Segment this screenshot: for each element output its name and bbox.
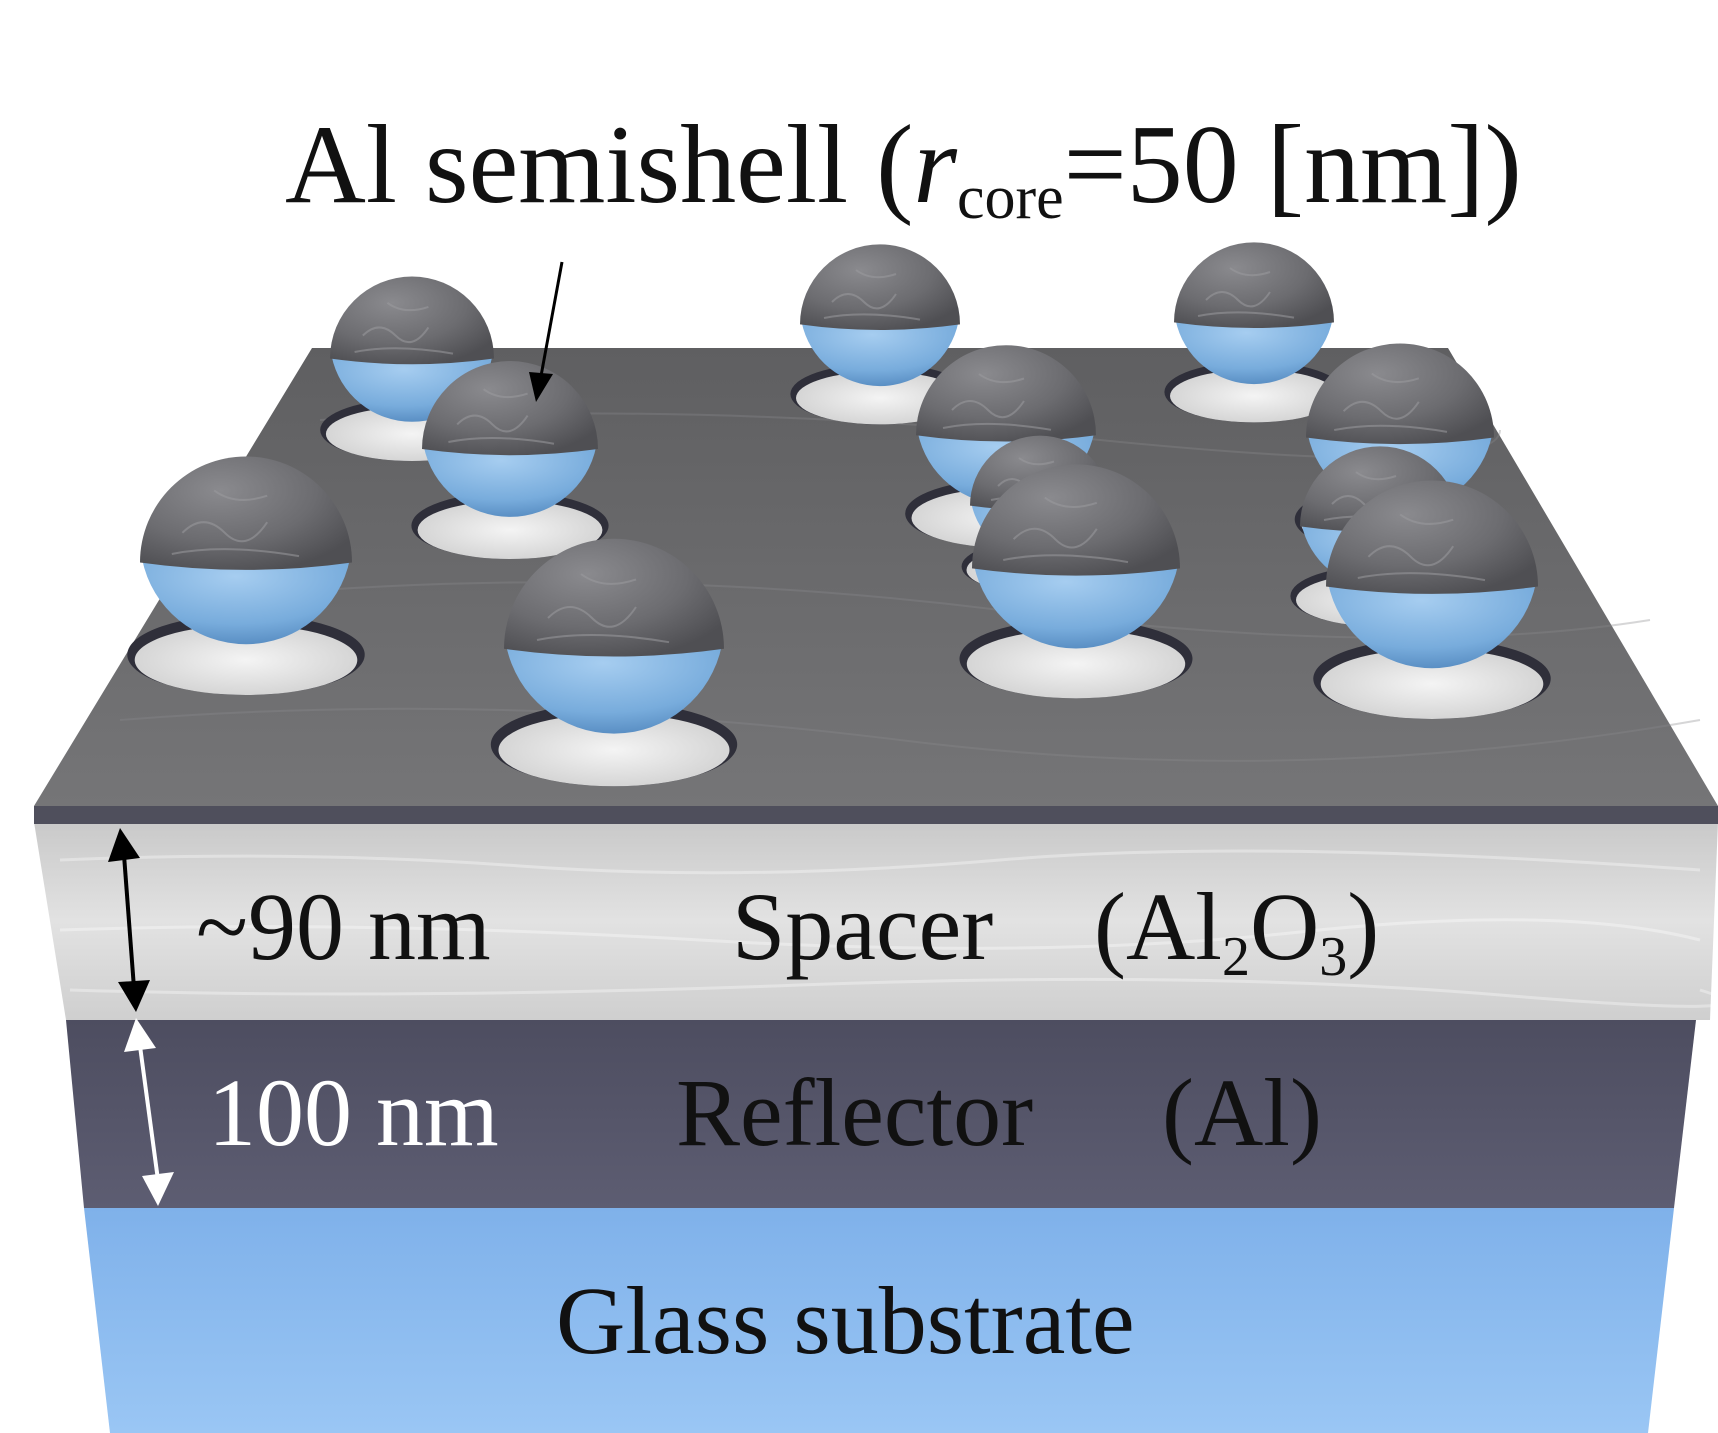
particle-group <box>127 242 1551 787</box>
glass-substrate-layer <box>84 1208 1674 1433</box>
title-prefix: Al semishell ( <box>285 103 914 227</box>
al-shell-cap <box>1326 480 1538 594</box>
spacer-texture <box>59 849 1718 1008</box>
reflector-thickness-arrow <box>124 1018 174 1206</box>
spacer-layer <box>34 822 1718 1020</box>
dielectric-core <box>423 446 597 517</box>
title-suffix: =50 [nm]) <box>1063 103 1522 227</box>
pointer-arrow <box>529 261 564 402</box>
shell-texture <box>448 388 555 445</box>
surface-hole <box>134 625 358 695</box>
shell-texture <box>1334 372 1448 433</box>
semishell-particle <box>127 456 365 695</box>
surface-hole <box>966 629 1186 699</box>
reflector-layer <box>66 1020 1696 1208</box>
spacer-thickness-label: ~90 nm <box>196 873 491 980</box>
al-shell-cap <box>800 244 960 330</box>
spacer-formula-label: (Al2O3) <box>1094 872 1380 985</box>
spacer-formula-sub1: 2 <box>1221 926 1250 988</box>
spacer-formula-mid: O <box>1249 873 1320 980</box>
reflector-thickness-label: 100 nm <box>208 1059 499 1166</box>
al-shell-cap <box>1306 343 1494 445</box>
al-shell-cap <box>972 464 1180 576</box>
al-shell-cap <box>916 345 1096 442</box>
r-symbol: r <box>913 103 957 227</box>
shell-texture <box>354 301 454 355</box>
dielectric-core <box>801 322 959 387</box>
shell-texture <box>171 489 300 558</box>
spacer-thickness-arrow <box>108 828 150 1012</box>
dielectric-core <box>506 645 722 734</box>
dielectric-core <box>974 565 1178 649</box>
shell-texture <box>536 573 670 644</box>
dielectric-core <box>142 559 350 645</box>
al-shell-cap <box>422 361 598 456</box>
glass-substrate-label: Glass substrate <box>556 1267 1135 1374</box>
reflector-name-label: Reflector <box>676 1059 1034 1166</box>
surface-hole <box>417 500 603 560</box>
semishell-particle <box>790 244 970 425</box>
surface-hole <box>498 713 730 787</box>
spacer-formula-open: (Al <box>1094 873 1222 980</box>
shell-texture <box>1197 267 1295 319</box>
shell-texture <box>823 269 921 321</box>
particle-title-label: Al semishell (rcore=50 [nm]) <box>285 103 1522 229</box>
surface-hole <box>1170 369 1338 423</box>
al-shell-cap <box>140 456 352 570</box>
al-shell-cap <box>1174 242 1334 328</box>
semishell-particle <box>1313 480 1551 719</box>
al-shell-cap <box>504 538 724 657</box>
dielectric-core <box>1175 320 1333 385</box>
semishell-particle <box>411 361 609 560</box>
surface-hole <box>1320 649 1544 719</box>
dielectric-core <box>1328 583 1536 669</box>
semishell-particle <box>490 538 738 787</box>
spacer-name-label: Spacer <box>732 873 994 980</box>
al-shell-cap <box>330 276 494 365</box>
semishell-particle <box>959 464 1193 699</box>
spacer-formula-sub2: 3 <box>1319 926 1348 988</box>
shell-texture <box>1003 496 1129 564</box>
reflector-material-label: (Al) <box>1162 1059 1322 1166</box>
shell-texture <box>1357 513 1486 582</box>
top-surface-edge <box>34 806 1718 824</box>
shell-texture <box>942 373 1052 431</box>
spacer-formula-close: ) <box>1347 873 1380 980</box>
r-subscript: core <box>956 164 1064 232</box>
semishell-particle <box>1164 242 1344 423</box>
